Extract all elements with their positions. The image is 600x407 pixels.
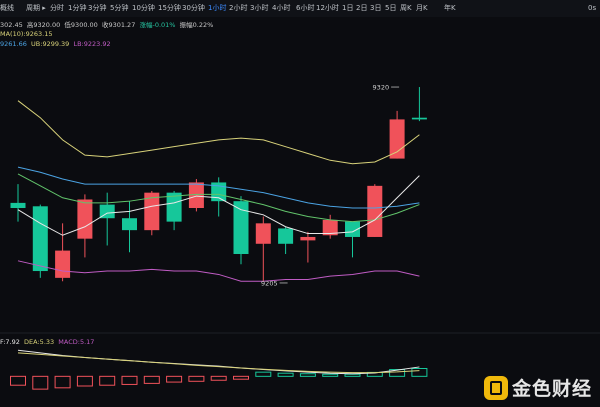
macd-histogram-bar [344,373,361,377]
candle-body [144,192,160,231]
candle-body [278,228,294,244]
macd-histogram-bar [389,369,406,377]
change-value: 涨幅-0.01% [139,21,176,29]
macd-histogram-bar [210,375,227,381]
timeframe-tab[interactable]: 5日 [385,4,397,12]
timeframe-tab[interactable]: 3日 [370,4,382,12]
boll-mid-value: 9261.66 [0,40,27,48]
macd-dea-value: DEA:5.33 [24,338,55,346]
ma-line [17,100,420,165]
candle-body [411,117,427,120]
macd-histogram-bar [121,375,138,385]
timeframe-tab[interactable]: 概线 [0,4,14,12]
price-annotation-label: 9205 [261,279,278,287]
boll-readout: 9261.66 UB:9299.39 LB:9223.92 [0,40,111,48]
candle-body [10,202,26,208]
timeframe-tab[interactable]: 15分钟 [158,4,181,12]
macd-histogram-bar [277,372,294,377]
high-value: 高9320.00 [26,21,61,29]
low-value: 低9300.00 [64,21,98,29]
boll-lb-value: LB:9223.92 [73,40,111,48]
macd-histogram-bar [10,375,26,386]
macd-value: MACD:5.17 [58,338,95,346]
macd-dea-line [17,352,420,374]
timeframe-tab[interactable]: 30分钟 [182,4,205,12]
candle-body [55,250,71,278]
macd-histogram-bar [322,373,339,377]
timeframe-tab[interactable]: 周期 ▸ [26,4,46,12]
macd-histogram-bar [76,375,93,387]
amplitude-value: 振幅0.22% [179,21,214,29]
ma-line [17,173,420,223]
ma-line [17,166,420,209]
timeframe-tab[interactable]: 1日 [342,4,354,12]
candle-body [367,185,383,237]
timeframe-tab[interactable]: 12小时 [316,4,339,12]
candle-body [211,182,227,202]
macd-dif-value: F:7.92 [0,338,20,346]
candle-body [255,223,271,244]
macd-histogram-bar [233,375,249,380]
timeframe-tab[interactable]: 1分钟 [68,4,87,12]
ma-readout: MA(10):9263.15 [0,30,52,38]
candle-body [77,199,93,239]
candle-body [345,221,360,237]
ma-line [17,175,420,236]
candle-body [389,119,405,159]
candle-body [32,206,48,272]
logo-icon [483,375,508,400]
brand-logo: 金色财经 [483,374,592,401]
timeframe-tab[interactable]: 月K [416,4,428,12]
boll-ub-value: UB:9299.39 [31,40,70,48]
timeframe-tab[interactable]: 4小时 [272,4,291,12]
ma-value: MA(10):9263.15 [0,30,53,38]
ma-line [17,260,420,282]
macd-histogram-bar [411,368,428,377]
macd-histogram-bar [143,375,160,384]
candle-body [99,204,115,219]
macd-histogram-bar [188,375,205,382]
macd-histogram-bar [299,373,316,377]
timeframe-tab[interactable]: 年K [444,4,456,12]
candle-body [300,236,316,241]
candle-body [322,219,338,236]
timeframe-toolbar: 概线 周期 ▸ 分时 1分钟 3分钟 5分钟 10分钟 15分钟 30分钟 1小时 2小时 3小时 4小… [0,0,600,17]
countdown-label: 0s [588,4,597,12]
timeframe-tab[interactable]: 周K [400,4,412,12]
macd-histogram-bar [255,371,272,377]
timeframe-tab[interactable]: 6小时 [296,4,315,12]
candle-body [166,192,182,222]
candle-body [188,182,204,208]
candle-body [122,218,137,231]
macd-histogram-bar [99,375,116,386]
timeframe-tab[interactable]: 5分钟 [110,4,129,12]
macd-dif-line [17,349,420,375]
macd-histogram-bar [54,375,71,389]
timeframe-tab[interactable]: 3分钟 [88,4,107,12]
price-annotation-label: 9320 [373,84,390,92]
ohlc-readout: 302.45 高9320.00 低9300.00 收9301.27 涨幅-0.0… [0,19,213,29]
timeframe-tab[interactable]: 2小时 [229,4,248,12]
candle-body [233,201,249,254]
timeframe-tab[interactable]: 3小时 [250,4,269,12]
timeframe-tab[interactable]: 2日 [356,4,368,12]
timeframe-tab[interactable]: 10分钟 [132,4,155,12]
macd-readout: F:7.92 DEA:5.33 MACD:5.17 [0,338,94,346]
timeframe-tab[interactable]: 1小时 [208,4,227,12]
timeframe-tab[interactable]: 分时 [50,4,64,12]
open-value: 302.45 [0,21,23,29]
macd-histogram-bar [32,375,49,390]
logo-text: 金色财经 [511,378,592,400]
macd-histogram-bar [166,375,183,383]
close-value: 收9301.27 [101,21,136,29]
